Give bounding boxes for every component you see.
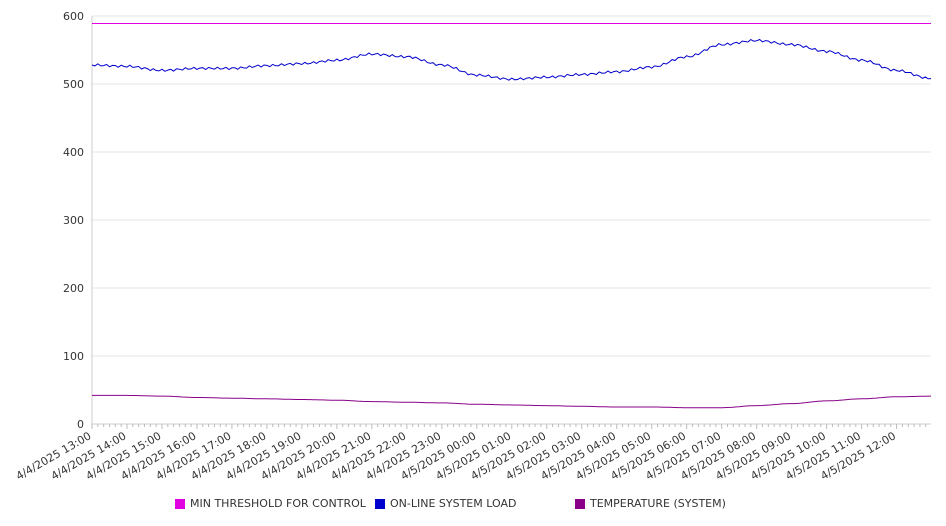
y-tick-label: 100 xyxy=(63,350,84,363)
gridlines xyxy=(92,15,931,425)
legend-swatch xyxy=(375,498,385,509)
series-line-temperature-system xyxy=(92,394,931,409)
legend-item[interactable]: TEMPERATURE (SYSTEM) xyxy=(575,497,726,510)
line-chart: 0 100 200 300 400 500 600 4/4/2025 13:004/4/20… xyxy=(14,10,932,483)
y-axis-ticks: 0 100 200 300 400 500 600 xyxy=(63,10,84,431)
y-tick-label: 500 xyxy=(63,78,84,91)
y-tick-label: 300 xyxy=(63,214,84,227)
legend-swatch xyxy=(175,498,185,509)
y-tick-label: 400 xyxy=(63,146,84,159)
legend-label: ON-LINE SYSTEM LOAD xyxy=(390,497,517,510)
x-axis-ticks: 4/4/2025 13:004/4/2025 14:004/4/2025 15:… xyxy=(14,424,927,483)
series-lines xyxy=(91,22,932,409)
legend-label: MIN THRESHOLD FOR CONTROL xyxy=(190,497,366,510)
y-tick-label: 0 xyxy=(77,418,84,431)
series-line-on-line-system-load xyxy=(91,38,932,81)
legend: MIN THRESHOLD FOR CONTROL ON-LINE SYSTEM … xyxy=(0,497,946,515)
legend-label: TEMPERATURE (SYSTEM) xyxy=(590,497,726,510)
legend-item[interactable]: MIN THRESHOLD FOR CONTROL xyxy=(175,497,366,510)
legend-item[interactable]: ON-LINE SYSTEM LOAD xyxy=(375,497,516,510)
y-tick-label: 600 xyxy=(63,10,84,23)
y-tick-label: 200 xyxy=(63,282,84,295)
legend-swatch xyxy=(575,498,585,509)
